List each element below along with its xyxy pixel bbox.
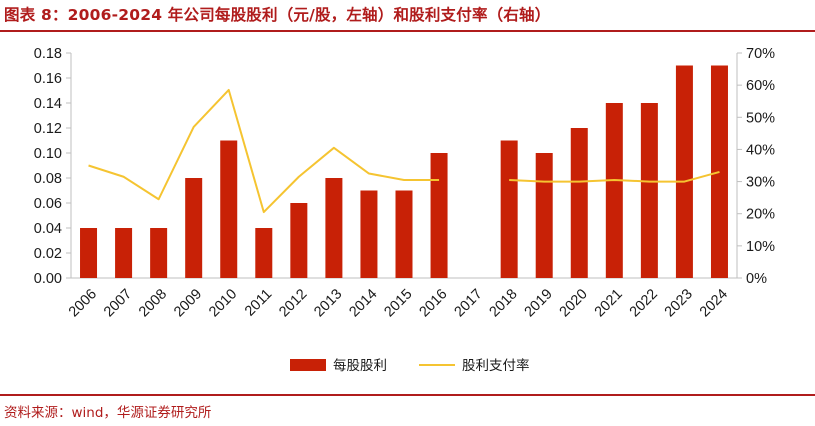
x-axis-tick-label: 2021 (592, 286, 626, 320)
left-axis-tick-label: 0.02 (34, 246, 62, 262)
right-axis-tick-label: 30% (746, 175, 775, 191)
left-axis-tick-label: 0.04 (34, 221, 62, 237)
right-axis-tick-label: 50% (746, 110, 775, 126)
title-rule (0, 30, 815, 32)
left-axis-tick-label: 0.14 (34, 96, 62, 112)
figure-title: 图表 8：2006-2024 年公司每股股利（元/股，左轴）和股利支付率（右轴） (4, 6, 551, 24)
bar-2009 (185, 178, 203, 278)
bar-2020 (570, 128, 588, 278)
right-axis-tick-label: 20% (746, 207, 775, 223)
bar-2007 (115, 228, 133, 278)
x-axis-tick-label: 2013 (311, 286, 345, 320)
x-axis-tick-label: 2024 (697, 286, 731, 320)
x-axis-tick-label: 2023 (662, 286, 696, 320)
x-axis-tick-label: 2022 (627, 286, 661, 320)
combo-chart: 0.00 0.02 0.04 0.06 0.08 0.10 0.12 0.14 0.16 0.18… (34, 46, 775, 374)
bar-2022 (640, 103, 658, 278)
bar-2016 (430, 153, 448, 278)
bar-2014 (360, 190, 378, 278)
x-axis-tick-label: 2018 (487, 286, 521, 320)
x-axis-tick-label: 2019 (522, 286, 556, 320)
payout-ratio-line-segment-1 (88, 88, 440, 214)
right-axis-tick-label: 0% (746, 271, 767, 287)
left-axis-tick-label: 0.12 (34, 121, 62, 137)
bar-2008 (150, 228, 168, 278)
bar-2024 (710, 65, 728, 278)
bar-2011 (255, 228, 273, 278)
left-axis-tick-label: 0.00 (34, 271, 62, 287)
x-axis-tick-label: 2010 (206, 286, 240, 320)
source-rule (0, 394, 815, 396)
left-axis-tick-label: 0.06 (34, 196, 62, 212)
bar-2010 (220, 140, 238, 278)
bar-2018 (500, 140, 518, 278)
x-axis-tick-label: 2007 (101, 286, 135, 320)
x-axis-tick-label: 2016 (416, 286, 450, 320)
bar-2006 (80, 228, 98, 278)
left-axis-tick-label: 0.18 (34, 46, 62, 62)
bar-2012 (290, 203, 308, 278)
right-axis-tick-label: 40% (746, 142, 775, 158)
right-axis-tick-label: 70% (746, 46, 775, 62)
bar-2013 (325, 178, 343, 278)
x-axis-tick-label: 2020 (557, 286, 591, 320)
bar-2023 (675, 65, 693, 278)
right-axis-tick-label: 60% (746, 78, 775, 94)
x-axis-tick-label: 2009 (171, 286, 205, 320)
left-axis-tick-label: 0.10 (34, 146, 62, 162)
x-axis-tick-label: 2014 (346, 286, 380, 320)
left-axis-tick-label: 0.08 (34, 171, 62, 187)
x-axis-tick-label: 2017 (452, 286, 486, 320)
legend-swatch-bar (290, 359, 326, 371)
legend-label-bar: 每股股利 (333, 358, 387, 374)
right-axis-tick-label: 10% (746, 239, 775, 255)
x-axis-tick-label: 2011 (242, 286, 275, 319)
x-axis-tick-label: 2008 (136, 286, 170, 320)
bar-2021 (605, 103, 623, 278)
left-axis-tick-label: 0.16 (34, 71, 62, 87)
bar-2019 (535, 153, 553, 278)
payout-ratio-line-segment-2 (509, 170, 720, 183)
source-note: 资料来源：wind，华源证券研究所 (4, 405, 212, 421)
bar-2015 (395, 190, 413, 278)
legend-label-line: 股利支付率 (462, 357, 530, 374)
x-axis-tick-label: 2006 (66, 286, 100, 320)
x-axis-tick-label: 2012 (276, 286, 310, 320)
x-axis-tick-label: 2015 (381, 286, 415, 320)
